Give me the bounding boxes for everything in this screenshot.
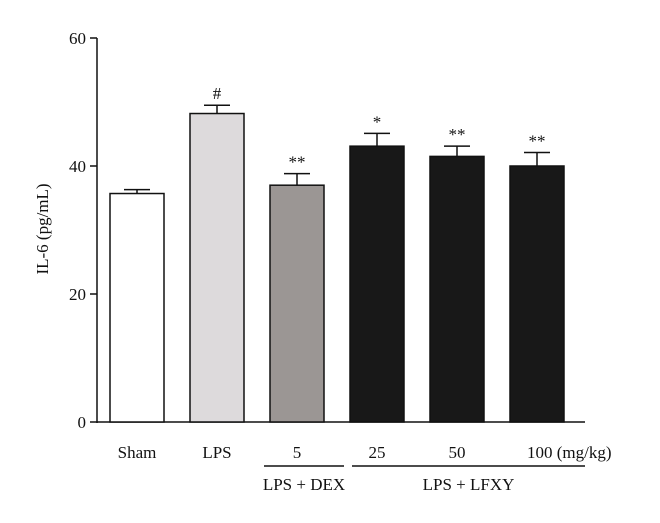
y-tick-label: 40: [69, 157, 86, 176]
significance-mark: **: [449, 125, 466, 144]
group-label: LPS + LFXY: [423, 475, 515, 494]
x-tick-label: 50: [449, 443, 466, 462]
y-tick-label: 60: [69, 29, 86, 48]
labels: Sham # LPS ** 5 * 25 ** 50 ** 100 (mg/kg) LPS + DEX…: [118, 84, 612, 494]
group-label: LPS + DEX: [263, 475, 345, 494]
y-tick-label: 20: [69, 285, 86, 304]
significance-mark: *: [373, 112, 382, 131]
bars: [109, 104, 565, 423]
bar: [189, 112, 245, 423]
y-axis-label: IL-6 (pg/mL): [33, 183, 52, 274]
bar: [349, 145, 405, 423]
x-tick-label: 25: [369, 443, 386, 462]
bar: [109, 192, 165, 423]
significance-mark: **: [289, 153, 306, 172]
x-tick-label: 5: [293, 443, 302, 462]
x-tick-label: 100 (mg/kg): [527, 443, 612, 462]
significance-mark: **: [529, 132, 546, 151]
bar: [509, 165, 565, 423]
y-tick-label: 0: [78, 413, 87, 432]
bar: [269, 184, 325, 423]
bar: [429, 155, 485, 423]
x-tick-label: Sham: [118, 443, 157, 462]
axes: 0 20 40 60: [69, 29, 585, 432]
significance-mark: #: [213, 84, 222, 103]
x-tick-label: LPS: [202, 443, 231, 462]
